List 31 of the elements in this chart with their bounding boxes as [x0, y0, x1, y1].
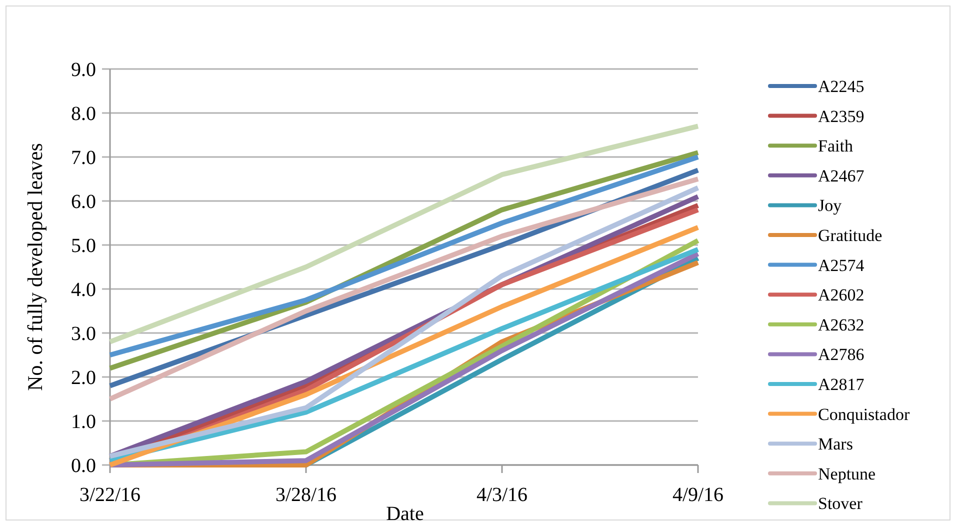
legend-label: Mars	[818, 434, 853, 454]
y-tick-label: 4.0	[71, 279, 96, 301]
y-tick-label: 7.0	[71, 147, 96, 169]
x-tick-label: 3/28/16	[275, 484, 337, 506]
legend-label: A2574	[818, 256, 865, 275]
x-tick-label: 4/3/16	[476, 484, 528, 506]
y-tick-label: 8.0	[71, 103, 96, 125]
y-tick-label: 5.0	[71, 235, 96, 257]
legend-label: Neptune	[818, 464, 876, 484]
legend-label: A2359	[818, 106, 864, 126]
legend-label: Conquistador	[818, 404, 910, 424]
y-tick-label: 3.0	[71, 323, 96, 345]
legend-label: A2467	[818, 166, 865, 186]
legend-label: A2632	[818, 315, 864, 334]
y-tick-label: 0.0	[71, 455, 96, 477]
legend-label: A2817	[818, 374, 865, 394]
legend-label: Faith	[818, 136, 854, 156]
y-tick-label: 6.0	[71, 191, 96, 213]
x-tick-label: 3/22/16	[79, 484, 141, 506]
y-tick-label: 2.0	[71, 367, 96, 389]
y-axis-title: No. of fully developed leaves	[23, 143, 47, 391]
y-tick-label: 1.0	[71, 411, 96, 433]
legend-label: A2245	[818, 76, 864, 96]
legend-label: Stover	[818, 494, 863, 514]
legend-label: Gratitude	[818, 226, 882, 245]
legend-label: A2786	[818, 345, 864, 364]
y-tick-label: 9.0	[71, 59, 96, 81]
legend-label: Joy	[818, 196, 842, 216]
x-axis-title: Date	[386, 503, 424, 522]
x-tick-label: 4/9/16	[672, 484, 724, 506]
legend-label: A2602	[818, 286, 864, 305]
